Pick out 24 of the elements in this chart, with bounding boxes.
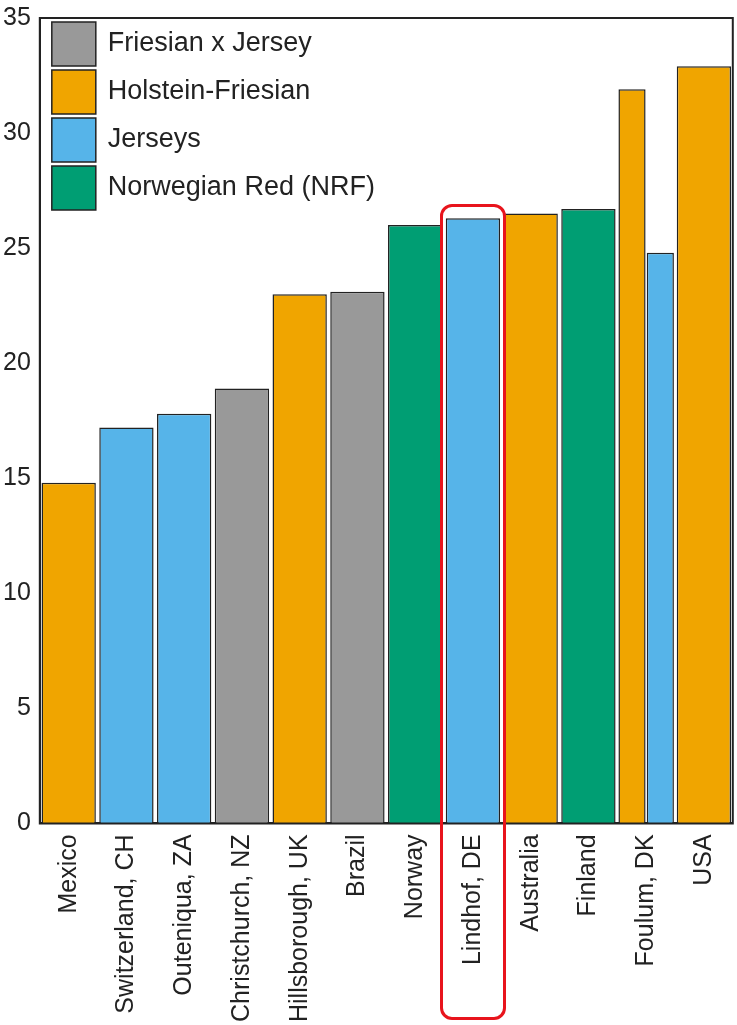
x-tick-label: Norway [399, 833, 428, 920]
legend-label: Friesian x Jersey [107, 27, 313, 58]
x-tick-label: Christchurch, NZ [225, 834, 254, 1022]
x-tick-label: Outeniqua, ZA [168, 834, 197, 996]
x-tick-label: Finland [572, 834, 601, 917]
y-tick-label: 25 [3, 232, 31, 261]
y-tick-label: 30 [3, 116, 31, 145]
x-tick-label: Lindhof, DE [456, 834, 485, 966]
y-tick-label: 35 [3, 1, 31, 30]
x-tick-label: Foulum, DK [630, 834, 659, 967]
x-tick-label: USA [687, 834, 716, 886]
legend-label: Jerseys [107, 123, 201, 154]
legend-label: Norwegian Red (NRF) [107, 171, 375, 202]
y-tick-label: 10 [3, 577, 31, 606]
x-tick-label: Australia [514, 834, 543, 932]
legend-label: Holstein-Friesian [107, 75, 311, 106]
x-tick-label: Switzerland, CH [110, 834, 139, 1014]
y-tick-label: 15 [3, 462, 31, 491]
y-tick-label: 5 [16, 692, 31, 721]
y-tick-label: 20 [3, 347, 31, 376]
x-tick-label: Mexico [52, 834, 81, 914]
x-tick-label: Hillsborough, UK [283, 834, 312, 1023]
x-tick-label: Brazil [341, 834, 370, 897]
y-tick-label: 0 [16, 807, 31, 836]
